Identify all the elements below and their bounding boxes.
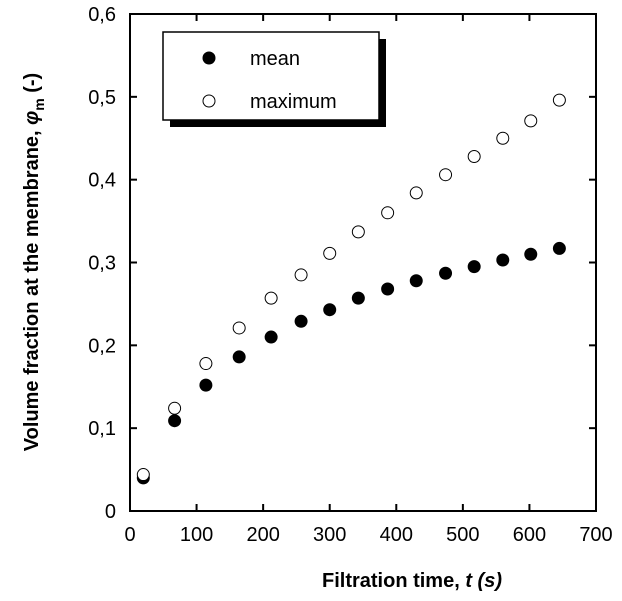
mean-point bbox=[232, 350, 246, 364]
maximum-point bbox=[467, 149, 481, 163]
x-axis: 0 100 200 300 400 500 600 700 bbox=[124, 14, 613, 546]
maximum-point bbox=[323, 246, 337, 260]
y-axis-title-main: Volume fraction at the membrane, bbox=[21, 125, 43, 451]
y-tick-label: 0,1 bbox=[88, 418, 116, 440]
mean-point bbox=[552, 241, 566, 255]
y-axis-title: Volume fraction at the membrane, φm (-) bbox=[21, 73, 47, 451]
y-tick-label: 0,5 bbox=[88, 87, 116, 109]
x-tick-label: 200 bbox=[246, 524, 279, 546]
legend-box bbox=[162, 31, 380, 121]
mean-point bbox=[168, 414, 182, 428]
maximum-point bbox=[199, 357, 213, 371]
x-tick-label: 500 bbox=[446, 524, 479, 546]
x-tick-label: 600 bbox=[513, 524, 546, 546]
mean-point bbox=[351, 291, 365, 305]
mean-point bbox=[409, 274, 423, 288]
maximum-point bbox=[409, 186, 423, 200]
maximum-point bbox=[136, 468, 150, 482]
x-axis-title: Filtration time, t (s) bbox=[322, 570, 502, 592]
y-axis-title-unit: (-) bbox=[21, 73, 43, 99]
mean-point bbox=[323, 303, 337, 317]
mean-point bbox=[381, 282, 395, 296]
y-tick-label: 0 bbox=[105, 501, 116, 523]
legend-marker-mean bbox=[202, 51, 216, 65]
x-tick-label: 100 bbox=[180, 524, 213, 546]
y-tick-label: 0,4 bbox=[88, 170, 116, 192]
legend: mean maximum bbox=[162, 31, 386, 127]
x-axis-title-var: t (s) bbox=[465, 570, 502, 592]
legend-marker-maximum bbox=[202, 94, 216, 108]
legend-label-maximum: maximum bbox=[250, 91, 337, 113]
maximum-point bbox=[496, 131, 510, 145]
mean-point bbox=[467, 260, 481, 274]
mean-point bbox=[264, 330, 278, 344]
series-maximum bbox=[136, 93, 566, 482]
x-tick-label: 0 bbox=[124, 524, 135, 546]
x-axis-title-main: Filtration time, bbox=[322, 570, 465, 592]
y-axis-title-symbol: φ bbox=[21, 111, 43, 125]
maximum-point bbox=[552, 93, 566, 107]
y-axis-title-sub: m bbox=[31, 98, 47, 110]
x-tick-label: 700 bbox=[579, 524, 612, 546]
series-mean bbox=[136, 241, 566, 485]
maximum-point bbox=[439, 168, 453, 182]
x-tick-label: 400 bbox=[380, 524, 413, 546]
y-tick-label: 0,2 bbox=[88, 335, 116, 357]
series-layer bbox=[136, 93, 566, 485]
maximum-point bbox=[168, 401, 182, 415]
maximum-point bbox=[524, 114, 538, 128]
mean-point bbox=[439, 266, 453, 280]
mean-point bbox=[199, 378, 213, 392]
maximum-point bbox=[232, 321, 246, 335]
mean-point bbox=[524, 247, 538, 261]
x-tick-label: 300 bbox=[313, 524, 346, 546]
maximum-point bbox=[294, 268, 308, 282]
maximum-point bbox=[351, 225, 365, 239]
y-tick-label: 0,3 bbox=[88, 253, 116, 275]
mean-point bbox=[294, 314, 308, 328]
y-axis: 0 0,1 0,2 0,3 0,4 0,5 0,6 bbox=[88, 4, 596, 523]
maximum-point bbox=[264, 291, 278, 305]
maximum-point bbox=[381, 206, 395, 220]
legend-label-mean: mean bbox=[250, 48, 300, 70]
mean-point bbox=[496, 253, 510, 267]
y-tick-label: 0,6 bbox=[88, 4, 116, 26]
